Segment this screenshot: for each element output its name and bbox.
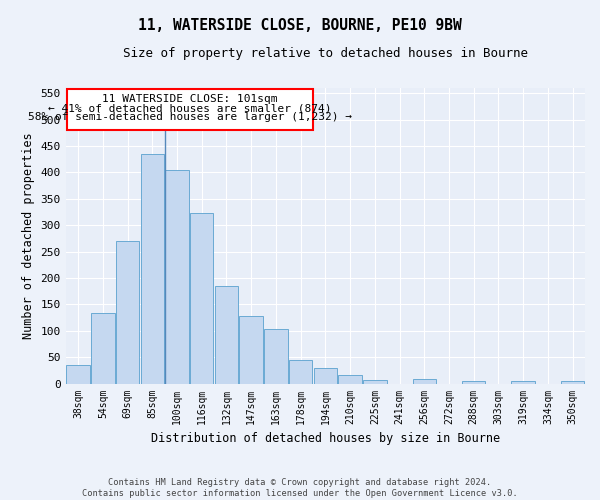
Bar bbox=[561, 381, 584, 384]
Bar bbox=[511, 381, 535, 384]
Bar bbox=[67, 365, 90, 384]
X-axis label: Distribution of detached houses by size in Bourne: Distribution of detached houses by size … bbox=[151, 432, 500, 445]
Y-axis label: Number of detached properties: Number of detached properties bbox=[22, 132, 35, 339]
Text: 11 WATERSIDE CLOSE: 101sqm: 11 WATERSIDE CLOSE: 101sqm bbox=[102, 94, 278, 104]
Text: ← 41% of detached houses are smaller (874): ← 41% of detached houses are smaller (87… bbox=[48, 104, 332, 114]
Bar bbox=[413, 380, 436, 384]
Bar bbox=[338, 374, 362, 384]
Bar bbox=[314, 368, 337, 384]
Text: Contains HM Land Registry data © Crown copyright and database right 2024.
Contai: Contains HM Land Registry data © Crown c… bbox=[82, 478, 518, 498]
Bar bbox=[289, 360, 313, 384]
Bar bbox=[239, 316, 263, 384]
Bar bbox=[190, 213, 214, 384]
Bar bbox=[165, 170, 189, 384]
Title: Size of property relative to detached houses in Bourne: Size of property relative to detached ho… bbox=[123, 48, 528, 60]
Text: 58% of semi-detached houses are larger (1,232) →: 58% of semi-detached houses are larger (… bbox=[28, 112, 352, 122]
Bar bbox=[140, 154, 164, 384]
Bar bbox=[91, 314, 115, 384]
Bar bbox=[116, 241, 139, 384]
Text: 11, WATERSIDE CLOSE, BOURNE, PE10 9BW: 11, WATERSIDE CLOSE, BOURNE, PE10 9BW bbox=[138, 18, 462, 32]
Bar bbox=[363, 380, 386, 384]
Bar bbox=[215, 286, 238, 384]
Bar bbox=[264, 329, 287, 384]
Bar bbox=[462, 381, 485, 384]
Bar bbox=[67, 89, 313, 130]
